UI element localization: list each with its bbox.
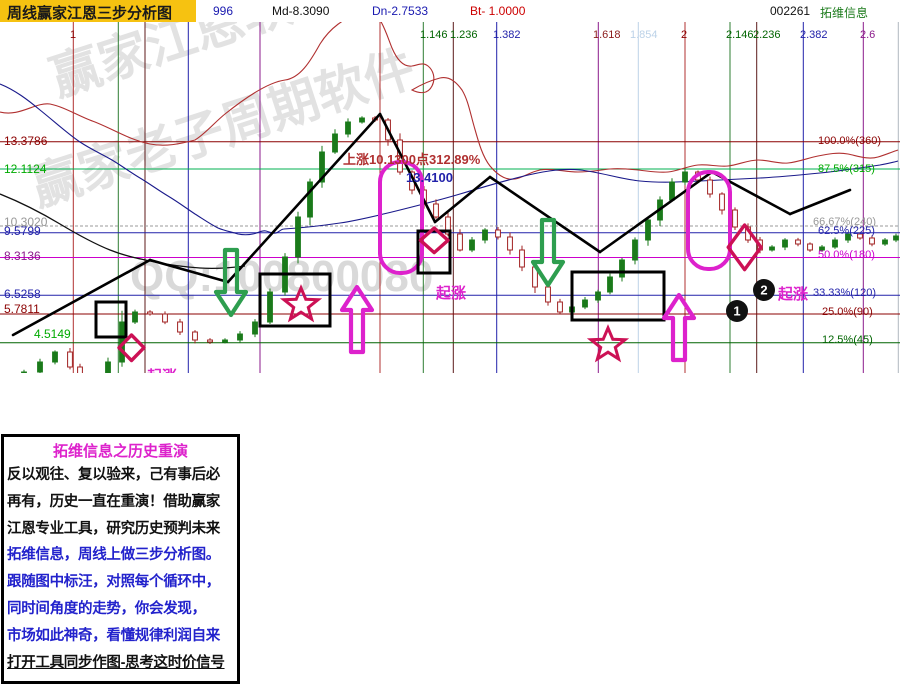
svg-text:起涨: 起涨 — [777, 286, 808, 303]
svg-text:上涨10.1300点312.89%: 上涨10.1300点312.89% — [343, 152, 481, 167]
svg-text:起涨: 起涨 — [435, 285, 466, 302]
svg-text:13.4100: 13.4100 — [406, 170, 453, 185]
svg-text:起涨: 起涨 — [146, 368, 177, 373]
svg-text:2: 2 — [760, 283, 767, 298]
svg-text:1: 1 — [733, 304, 740, 319]
